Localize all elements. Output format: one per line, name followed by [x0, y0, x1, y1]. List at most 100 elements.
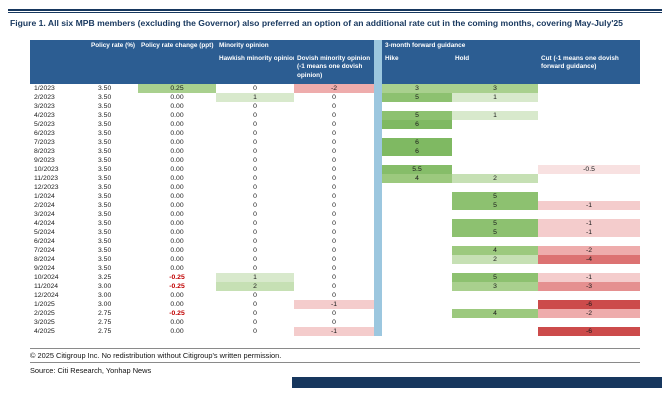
cell-rate: 3.25 — [98, 274, 112, 281]
cell-hawkish: 0 — [253, 265, 257, 272]
cell-dovish: 0 — [332, 94, 336, 101]
cell-dovish: 0 — [332, 157, 336, 164]
cell-dovish: 0 — [332, 319, 336, 326]
cell-hike — [382, 219, 452, 228]
cell-hold — [452, 156, 538, 165]
table-row: 4/2024 3.50 0.00 0 0 5 -1 — [30, 219, 641, 228]
cell-cut — [538, 147, 640, 156]
cell-cut — [538, 291, 640, 300]
table-row: 8/2023 3.50 0.00 0 0 6 — [30, 147, 640, 156]
cell-hold: 5 — [452, 273, 539, 282]
table-row: 2/2025 2.75 -0.25 0 0 4 -2 — [30, 309, 641, 318]
cell-change: 0.00 — [170, 247, 184, 254]
cell-hold — [452, 120, 538, 129]
cell-hawkish: 2 — [216, 282, 294, 291]
cell-cut: -2 — [538, 309, 641, 318]
cell-hike: 5 — [382, 111, 453, 120]
guidance-divider-band — [374, 165, 383, 174]
cell-date: 2/2025 — [34, 310, 55, 317]
table-row: 11/2023 3.50 0.00 0 0 4 2 — [30, 174, 640, 183]
guidance-divider-band — [374, 327, 383, 336]
cell-date: 12/2023 — [34, 184, 59, 191]
table-row: 9/2023 3.50 0.00 0 0 — [30, 156, 640, 165]
table-body: 1/2023 3.50 0.25 0 -2 3 3 2/2023 3.50 0.00 1 0 5 1 3/2… — [30, 84, 641, 336]
cell-hawkish: 0 — [253, 292, 257, 299]
cell-change: 0.00 — [170, 292, 184, 299]
cell-cut — [538, 138, 640, 147]
table-row: 3/2024 3.50 0.00 0 0 — [30, 210, 640, 219]
cell-hike — [382, 291, 452, 300]
guidance-divider-band — [374, 156, 383, 165]
cell-change: 0.00 — [170, 256, 184, 263]
cell-rate: 3.50 — [98, 121, 112, 128]
cell-hike — [382, 201, 452, 210]
hold-column-header: Hold — [452, 53, 539, 84]
table-row: 4/2023 3.50 0.00 0 0 5 1 — [30, 111, 640, 120]
cell-cut — [538, 210, 640, 219]
table-row: 9/2024 3.50 0.00 0 0 — [30, 264, 640, 273]
cell-hike: 4 — [382, 174, 453, 183]
cell-hawkish: 0 — [253, 103, 257, 110]
cell-date: 3/2025 — [34, 319, 55, 326]
cell-hawkish: 0 — [253, 148, 257, 155]
cell-dovish: 0 — [332, 130, 336, 137]
cell-cut: -1 — [538, 201, 641, 210]
guidance-divider-band — [374, 273, 383, 282]
cell-hawkish: 0 — [253, 130, 257, 137]
table-row: 3/2025 2.75 0.00 0 0 — [30, 318, 640, 327]
guidance-divider-band — [374, 201, 383, 210]
cell-cut: -2 — [538, 246, 641, 255]
cell-hold: 5 — [452, 201, 539, 210]
cell-date: 11/2024 — [34, 283, 59, 290]
guidance-divider-band — [374, 264, 383, 273]
cell-hawkish: 0 — [253, 211, 257, 218]
header-group-row: Policy rate (%) Policy rate change (ppt)… — [30, 40, 641, 84]
cell-hike — [382, 246, 452, 255]
cell-change: 0.25 — [138, 84, 216, 93]
cell-hold — [452, 165, 538, 174]
cell-change: 0.00 — [170, 184, 184, 191]
guidance-divider-band — [374, 318, 383, 327]
cell-change: 0.00 — [170, 202, 184, 209]
cell-hike — [382, 318, 452, 327]
cell-date: 1/2024 — [34, 193, 55, 200]
cell-date: 4/2023 — [34, 112, 55, 119]
cell-cut: -4 — [538, 255, 641, 264]
table-row: 10/2023 3.50 0.00 0 0 5.5 -0.5 — [30, 165, 641, 174]
cell-date: 10/2023 — [34, 166, 59, 173]
cell-rate: 3.50 — [98, 139, 112, 146]
table-row: 3/2023 3.50 0.00 0 0 — [30, 102, 640, 111]
cell-dovish: 0 — [332, 166, 336, 173]
cell-date: 5/2023 — [34, 121, 55, 128]
cell-hold — [452, 237, 538, 246]
cell-cut: -1 — [538, 273, 641, 282]
cell-date: 8/2024 — [34, 256, 55, 263]
table-row: 5/2023 3.50 0.00 0 0 6 — [30, 120, 640, 129]
table-row: 8/2024 3.50 0.00 0 0 2 -4 — [30, 255, 641, 264]
cell-dovish: 0 — [332, 247, 336, 254]
cell-dovish: 0 — [332, 148, 336, 155]
cell-hold: 2 — [452, 255, 539, 264]
cell-rate: 3.50 — [98, 265, 112, 272]
cell-hike — [382, 129, 452, 138]
guidance-divider-band — [374, 120, 383, 129]
cell-dovish: 0 — [332, 139, 336, 146]
guidance-divider-band — [374, 282, 383, 291]
cell-dovish: 0 — [332, 238, 336, 245]
cell-hold — [452, 327, 538, 336]
cell-cut — [538, 183, 640, 192]
cell-date: 6/2024 — [34, 238, 55, 245]
guidance-divider-band — [374, 246, 383, 255]
cell-date: 4/2025 — [34, 328, 55, 335]
cell-hold — [452, 318, 538, 327]
cell-date: 7/2024 — [34, 247, 55, 254]
guidance-divider-band — [374, 228, 383, 237]
cell-dovish: 0 — [332, 265, 336, 272]
top-double-rule — [8, 9, 662, 13]
hike-column-header: Hike — [382, 53, 453, 84]
cell-change: 0.00 — [170, 94, 184, 101]
cell-cut — [538, 264, 640, 273]
cell-change: 0.00 — [170, 193, 184, 200]
cell-dovish: -1 — [294, 327, 375, 336]
cell-change: -0.25 — [169, 283, 185, 290]
